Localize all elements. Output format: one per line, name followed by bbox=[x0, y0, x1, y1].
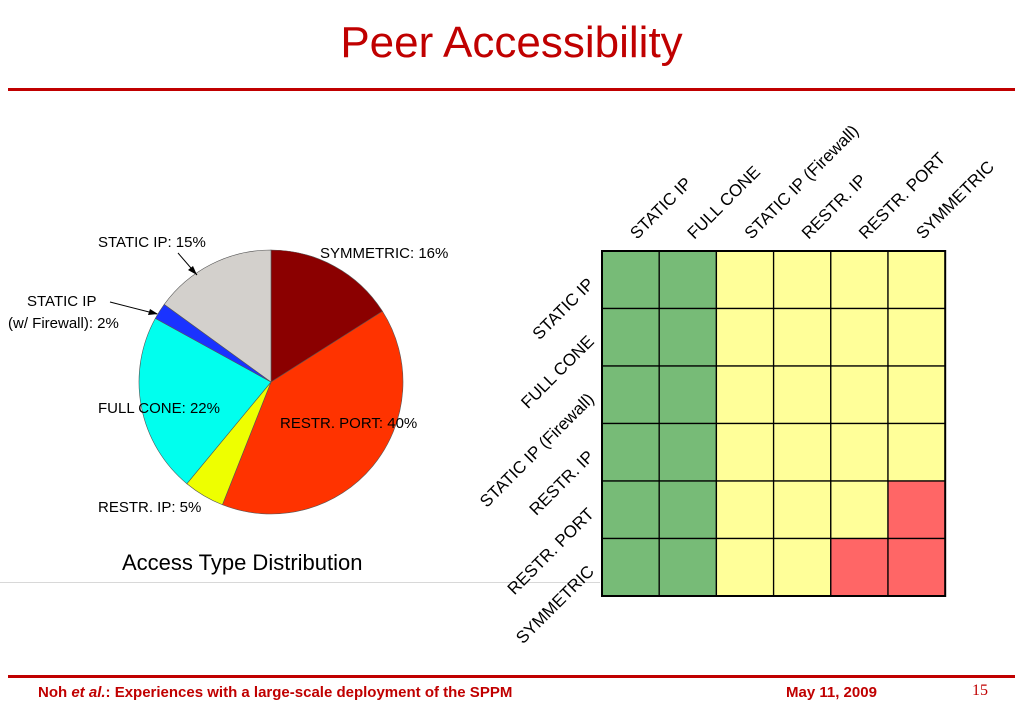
matrix-cell bbox=[715, 537, 775, 597]
matrix-cell bbox=[658, 307, 718, 367]
pie-slice bbox=[222, 310, 404, 515]
pie-label-static-fw-line2: (w/ Firewall): 2% bbox=[8, 315, 119, 332]
matrix-cell bbox=[601, 365, 660, 425]
matrix-cell bbox=[830, 250, 889, 310]
matrix-cell bbox=[715, 422, 775, 482]
footer-etal: et al. bbox=[71, 684, 106, 701]
matrix-cell bbox=[715, 365, 775, 425]
matrix-cell bbox=[715, 480, 775, 540]
row-label: STATIC IP bbox=[529, 274, 598, 343]
matrix-cell bbox=[601, 422, 660, 482]
footer-author: Noh bbox=[38, 684, 68, 701]
title-divider bbox=[8, 88, 1015, 91]
matrix-cell bbox=[772, 307, 832, 367]
matrix-cell bbox=[772, 537, 832, 597]
pie-label-restr-ip: RESTR. IP: 5% bbox=[98, 499, 201, 516]
matrix-cell bbox=[601, 307, 660, 367]
matrix-cell bbox=[830, 365, 889, 425]
matrix-cell bbox=[772, 480, 832, 540]
footer-citation: Noh et al.: Experiences with a large-sca… bbox=[38, 684, 512, 701]
page-number: 15 bbox=[972, 682, 988, 699]
pie-label-static-fw-line1: STATIC IP bbox=[27, 293, 96, 310]
matrix-cell bbox=[887, 537, 946, 597]
access-matrix bbox=[601, 250, 947, 597]
footer-date: May 11, 2009 bbox=[786, 684, 877, 701]
pie-label-symmetric: SYMMETRIC: 16% bbox=[320, 245, 448, 262]
matrix-cell bbox=[658, 537, 718, 597]
pie-slice bbox=[138, 318, 272, 485]
pie-label-static-ip: STATIC IP: 15% bbox=[98, 234, 206, 251]
matrix-cell bbox=[601, 537, 660, 597]
matrix-cell bbox=[830, 480, 889, 540]
matrix-cell bbox=[715, 307, 775, 367]
matrix-cell bbox=[830, 537, 889, 597]
matrix-cell bbox=[601, 480, 660, 540]
arrow-head-static-fw bbox=[148, 309, 158, 315]
footer-divider bbox=[8, 675, 1015, 678]
matrix-cell bbox=[658, 422, 718, 482]
pie-label-restr-port: RESTR. PORT: 40% bbox=[280, 415, 417, 432]
matrix-cell bbox=[658, 480, 718, 540]
matrix-cell bbox=[830, 422, 889, 482]
slide-title: Peer Accessibility bbox=[340, 18, 683, 67]
matrix-cell bbox=[772, 365, 832, 425]
matrix-cell bbox=[887, 422, 946, 482]
matrix-border bbox=[601, 250, 947, 597]
matrix-cell bbox=[887, 480, 946, 540]
matrix-cell bbox=[772, 250, 832, 310]
matrix-cell bbox=[830, 307, 889, 367]
pie-slice bbox=[270, 249, 383, 383]
content-divider bbox=[0, 582, 600, 583]
matrix-cell bbox=[658, 365, 718, 425]
matrix-cell bbox=[658, 250, 718, 310]
pie-label-full-cone: FULL CONE: 22% bbox=[98, 400, 220, 417]
matrix-cell bbox=[887, 250, 946, 310]
matrix-cell bbox=[601, 250, 660, 310]
arrow-head-static-ip bbox=[188, 266, 197, 275]
footer-paper-title: : Experiences with a large-scale deploym… bbox=[105, 684, 513, 701]
matrix-cell bbox=[887, 307, 946, 367]
matrix-cell bbox=[772, 422, 832, 482]
pie-caption: Access Type Distribution bbox=[122, 550, 362, 575]
row-label: STATIC IP (Firewall) bbox=[476, 389, 598, 511]
matrix-cell bbox=[715, 250, 775, 310]
pie-slice bbox=[163, 249, 272, 383]
matrix-cell bbox=[887, 365, 946, 425]
column-label: STATIC IP bbox=[626, 174, 695, 243]
pie-chart bbox=[138, 249, 404, 515]
